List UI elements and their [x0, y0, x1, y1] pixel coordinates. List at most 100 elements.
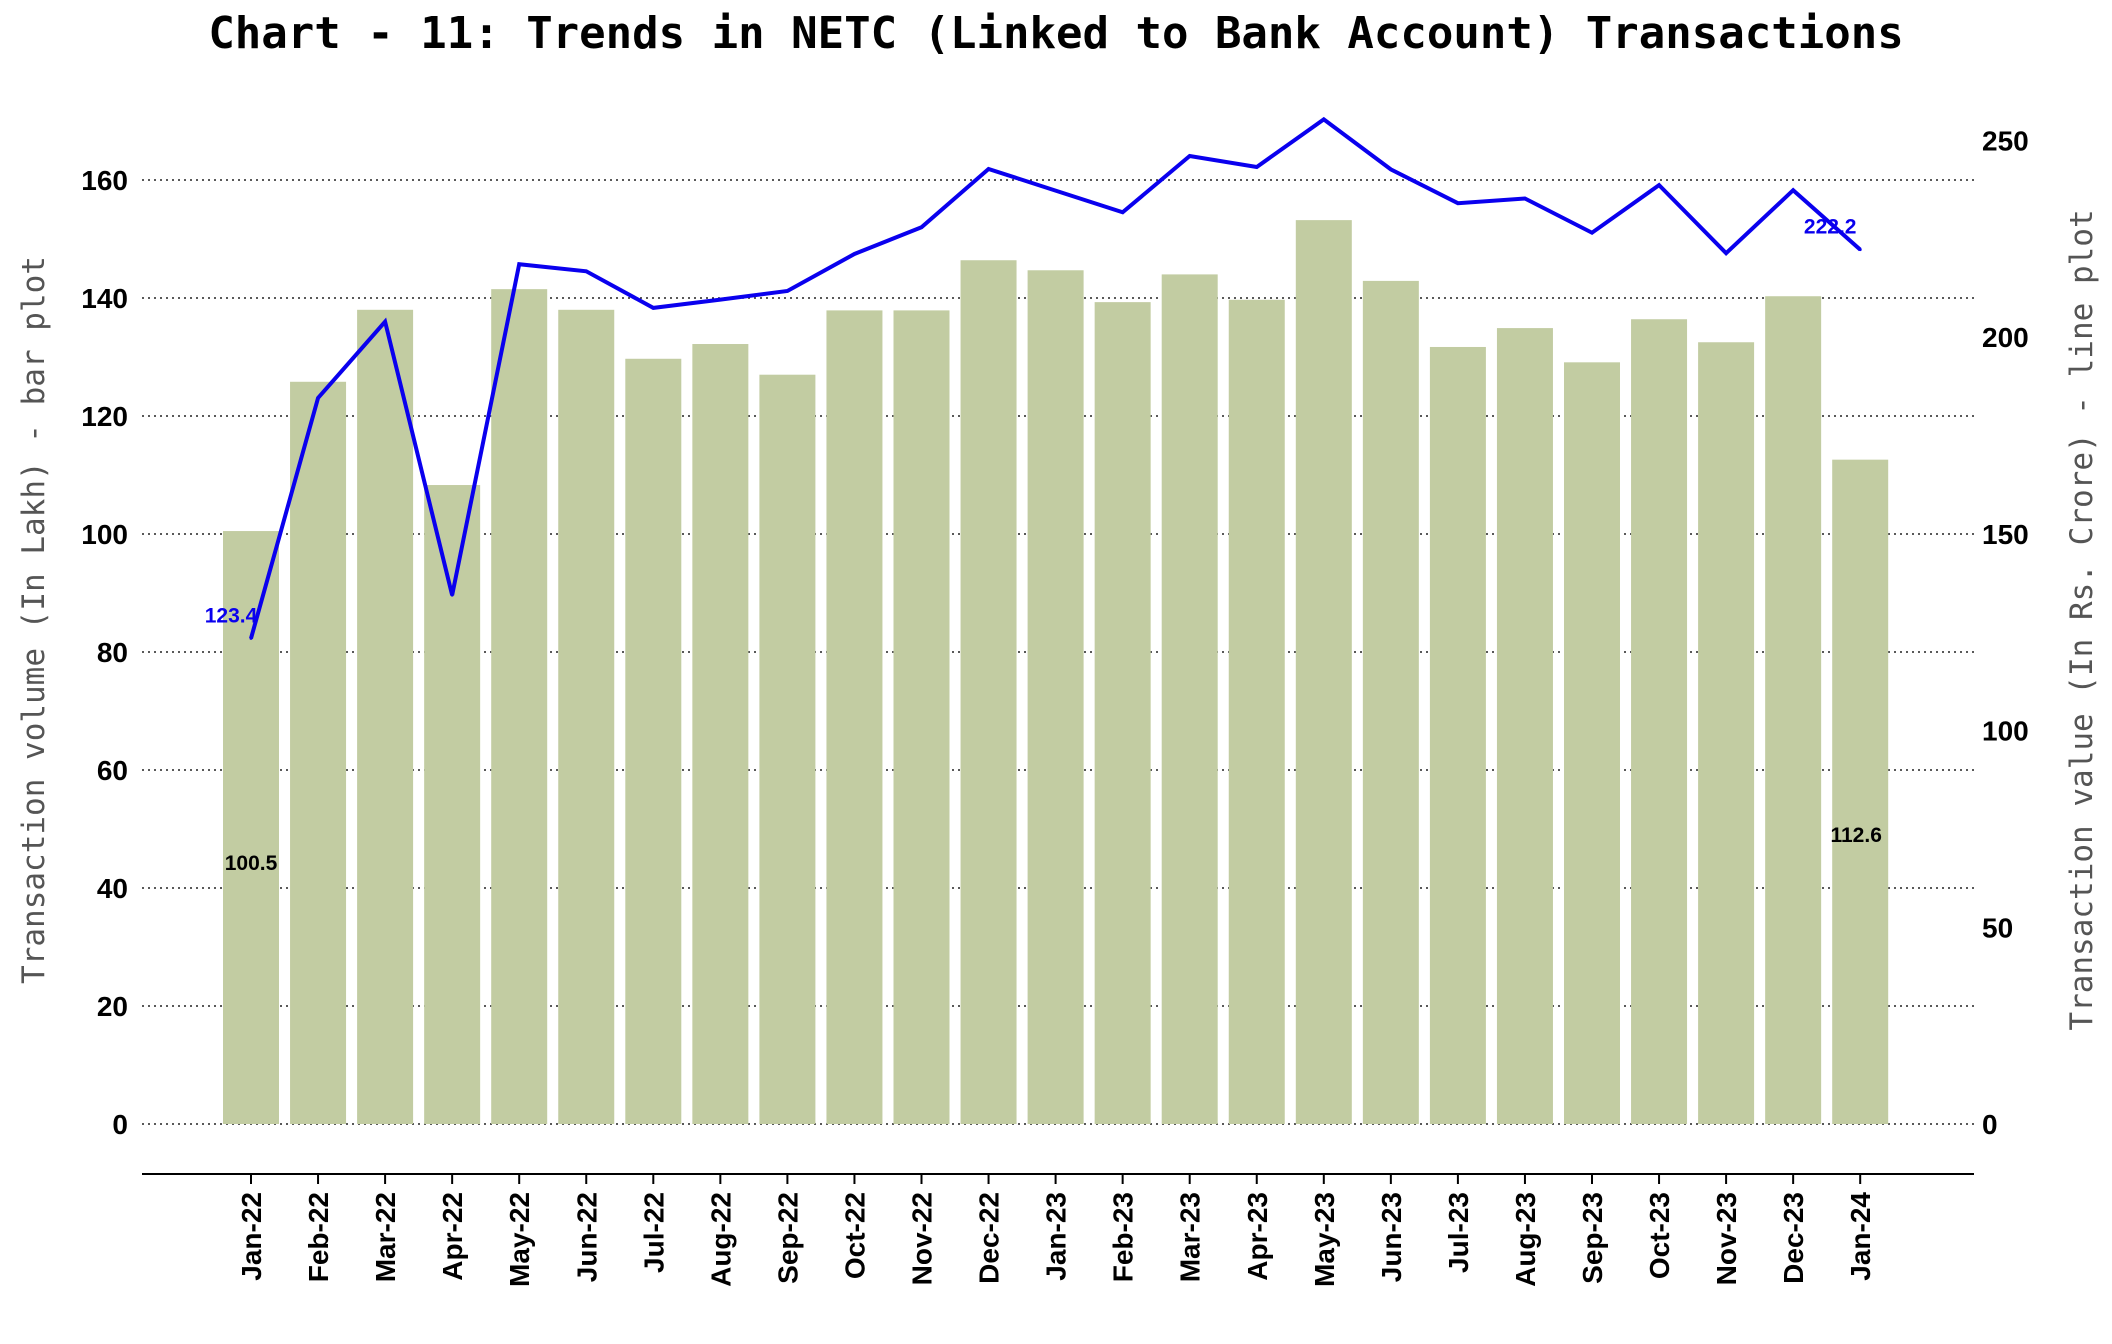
bar — [491, 289, 548, 1124]
line-point — [316, 396, 320, 400]
line-point — [1188, 154, 1192, 158]
x-tick-label: Apr-22 — [437, 1192, 468, 1281]
line-series — [249, 116, 1862, 640]
line-point — [1858, 248, 1862, 252]
line-point — [450, 593, 454, 597]
line-point — [1456, 201, 1460, 205]
line-point — [1724, 251, 1728, 255]
line-point — [1523, 196, 1527, 200]
bar — [893, 310, 950, 1124]
x-tick-label: Nov-22 — [907, 1192, 938, 1285]
x-tick-label: Feb-23 — [1108, 1192, 1139, 1282]
left-axis-ticks: 0 20 40 60 80 100 120 140 160 — [81, 165, 128, 1140]
x-tick-label: May-23 — [1309, 1192, 1340, 1287]
left-tick-label: 20 — [97, 991, 128, 1022]
line-point — [718, 298, 722, 302]
line-point — [1791, 188, 1795, 192]
bar — [960, 260, 1017, 1124]
line-point — [987, 167, 991, 171]
x-tick-label: Dec-23 — [1778, 1192, 1809, 1284]
right-tick-label: 50 — [1982, 912, 2013, 943]
right-tick-label: 150 — [1982, 519, 2029, 550]
bar — [625, 358, 682, 1124]
bar — [1496, 328, 1553, 1125]
bar — [290, 381, 347, 1124]
x-tick-label: Jul-22 — [638, 1192, 669, 1273]
line-point — [1255, 165, 1259, 169]
line-data-label-first: 123.4 — [205, 604, 258, 627]
bar — [826, 310, 883, 1124]
bar — [223, 531, 279, 1124]
bar — [558, 309, 615, 1124]
bar — [759, 374, 816, 1124]
left-tick-label: 40 — [97, 873, 128, 904]
x-tick-label: Jun-23 — [1376, 1192, 1407, 1282]
bar — [357, 309, 414, 1124]
line-point — [1322, 117, 1326, 121]
bar-data-label-last: 112.6 — [1830, 824, 1881, 847]
x-tick-label: Apr-23 — [1242, 1192, 1273, 1281]
line-point — [651, 306, 655, 310]
line-point — [517, 262, 521, 266]
line-point — [584, 269, 588, 273]
x-tick-label: Sep-22 — [772, 1192, 803, 1284]
x-tick-label: Jul-23 — [1443, 1192, 1474, 1273]
left-tick-label: 60 — [97, 755, 128, 786]
left-tick-label: 80 — [97, 637, 128, 668]
line-point — [1389, 167, 1393, 171]
left-tick-label: 160 — [81, 165, 128, 196]
x-axis-ticks: Jan-22 Feb-22 Mar-22 Apr-22 May-22 Jun-22 Jul-… — [236, 1174, 1876, 1287]
line-data-label-last: 222.2 — [1804, 216, 1857, 239]
bar — [1765, 296, 1822, 1125]
bar — [1228, 299, 1285, 1124]
line-point — [785, 289, 789, 293]
bar — [1295, 220, 1352, 1124]
line-point — [920, 225, 923, 229]
bar-series — [223, 220, 1889, 1125]
bar — [1698, 342, 1755, 1124]
line-point — [383, 320, 387, 324]
bar — [1564, 362, 1620, 1124]
right-tick-label: 250 — [1982, 125, 2029, 156]
x-tick-label: Sep-23 — [1577, 1192, 1608, 1284]
data-labels: 100.5 112.6 123.4 222.2 — [205, 216, 1882, 875]
x-tick-label: Jun-22 — [571, 1192, 602, 1282]
left-tick-label: 100 — [81, 519, 128, 550]
bar-data-label-first: 100.5 — [225, 852, 278, 875]
bar — [1362, 280, 1419, 1124]
x-tick-label: Mar-22 — [370, 1192, 401, 1282]
x-tick-label: Jan-22 — [236, 1192, 267, 1281]
x-tick-label: Dec-22 — [974, 1192, 1005, 1284]
bar — [1094, 302, 1151, 1124]
bar — [1161, 274, 1218, 1124]
x-tick-label: Mar-23 — [1175, 1192, 1206, 1282]
right-tick-label: 100 — [1982, 716, 2029, 747]
bar — [1631, 319, 1688, 1124]
chart-title: Chart - 11: Trends in NETC (Linked to Ba… — [208, 8, 1903, 59]
bar — [424, 485, 481, 1124]
right-axis-ticks: 0 50 100 150 200 250 — [1982, 125, 2029, 1140]
left-axis-label: Transaction volume (In Lakh) - bar plot — [16, 256, 52, 984]
bar — [692, 344, 749, 1124]
bar — [1027, 270, 1084, 1124]
left-tick-label: 120 — [81, 401, 128, 432]
x-tick-label: Oct-23 — [1644, 1192, 1675, 1279]
line-point — [1590, 231, 1594, 235]
left-tick-label: 0 — [112, 1109, 128, 1140]
line-point — [1121, 210, 1125, 214]
line-point — [852, 252, 856, 256]
x-tick-label: Jan-24 — [1845, 1192, 1876, 1281]
x-tick-label: Aug-23 — [1510, 1192, 1541, 1287]
x-tick-label: Jan-23 — [1041, 1192, 1072, 1281]
left-tick-label: 140 — [81, 283, 128, 314]
x-tick-label: Aug-22 — [705, 1192, 736, 1287]
line-point — [249, 636, 253, 640]
right-tick-label: 0 — [1982, 1109, 1998, 1140]
x-tick-label: May-22 — [504, 1192, 535, 1287]
right-axis-label: Transaction value (In Rs. Crore) - line … — [2064, 209, 2100, 1030]
x-tick-label: Feb-22 — [303, 1192, 334, 1282]
right-tick-label: 200 — [1982, 322, 2029, 353]
bar — [1429, 346, 1486, 1125]
line-point — [1054, 189, 1058, 193]
